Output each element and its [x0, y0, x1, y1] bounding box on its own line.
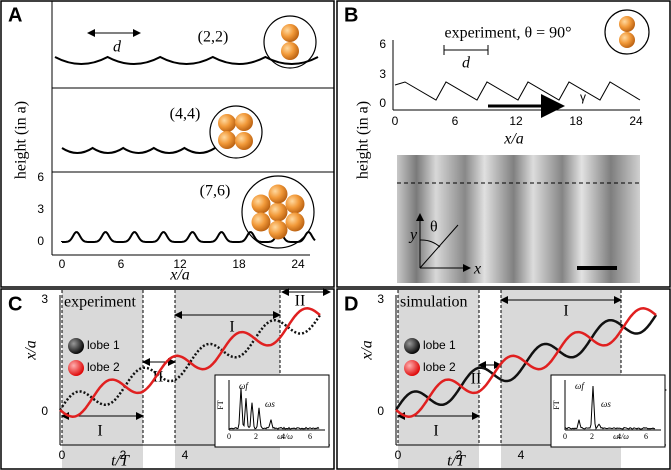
tick-label: 12 — [173, 257, 187, 271]
axis-letter: y — [408, 227, 418, 244]
tick-label: 6 — [118, 257, 125, 271]
tick-label: 0 — [37, 234, 44, 248]
tick-label: 18 — [232, 257, 246, 271]
inset-tick: 6 — [644, 432, 648, 441]
phase-shading — [62, 290, 143, 468]
particle — [619, 16, 635, 32]
panel-label: D — [344, 293, 358, 315]
profile — [55, 57, 318, 64]
tick-label: 0 — [41, 404, 48, 418]
particle — [619, 32, 635, 48]
tick-label: 0 — [395, 448, 402, 462]
tick-label: 24 — [291, 257, 305, 271]
tick-label: 0 — [392, 114, 399, 128]
peak-label: ωf — [575, 381, 585, 391]
x-axis-label: x/a — [503, 131, 524, 148]
inset-tick: 2 — [590, 432, 594, 441]
tick-label: 0 — [59, 257, 66, 271]
rotation-ring — [210, 106, 262, 158]
inset-y-label: FT — [216, 400, 225, 409]
peak-label: ωs — [601, 399, 611, 409]
legend-label: lobe 1 — [87, 338, 120, 352]
inset-tick: 0 — [563, 432, 567, 441]
tick-label: 3 — [379, 67, 386, 81]
particle — [281, 42, 299, 60]
y-axis-label: x/a — [359, 340, 376, 361]
panel-label: B — [344, 4, 358, 26]
region-label: I — [97, 423, 102, 440]
particle — [235, 132, 253, 150]
title: experiment, θ = 90° — [444, 25, 571, 42]
inset-tick: 2 — [254, 432, 258, 441]
axis-letter: x — [473, 261, 481, 278]
tick-label: 0 — [59, 448, 66, 462]
tick-label: 6 — [379, 37, 386, 51]
legend-marker — [68, 338, 84, 354]
profile — [62, 148, 215, 153]
region-label: I — [563, 303, 568, 320]
tick-label: 3 — [37, 202, 44, 216]
panel-label: A — [8, 4, 22, 26]
d-label: d — [113, 39, 122, 56]
particle — [286, 213, 305, 232]
particle — [269, 221, 288, 240]
particle — [281, 24, 299, 42]
particle — [269, 203, 288, 222]
legend-marker — [68, 360, 84, 376]
peak-label: ωf — [239, 381, 249, 391]
y-axis-label: height (in a) — [355, 101, 372, 179]
tick-label: 12 — [509, 114, 523, 128]
figure: A height (in a) x/a 6 3 0 0 6 12 18 24 d… — [0, 0, 671, 470]
legend-label: lobe 1 — [423, 338, 456, 352]
tick-label: 0 — [377, 404, 384, 418]
tick-label: 24 — [629, 114, 643, 128]
inset-x-label: ωt/ω — [277, 432, 293, 441]
period-bar — [444, 45, 488, 55]
region-label: I — [229, 319, 234, 336]
tick-label: 0 — [379, 96, 386, 110]
region-label: II — [295, 293, 306, 310]
d-label: d — [462, 55, 471, 72]
inset-tick: 6 — [308, 432, 312, 441]
tick-label: 6 — [452, 114, 459, 128]
legend-marker — [404, 338, 420, 354]
particle — [252, 195, 271, 214]
region-label: I — [433, 423, 438, 440]
inset-y-label: FT — [552, 400, 561, 409]
tick-label: 2 — [456, 448, 463, 462]
case-label: (4,4) — [170, 106, 201, 123]
case-label: (2,2) — [198, 29, 229, 46]
particle — [269, 185, 288, 204]
scale-bar — [577, 266, 617, 270]
y-axis-label: x/a — [23, 340, 40, 361]
inset-tick: 0 — [227, 432, 231, 441]
tick-label: 2 — [120, 448, 127, 462]
y-axis-label: height (in a) — [13, 101, 30, 179]
particle — [235, 113, 253, 131]
tag: simulation — [400, 294, 468, 311]
axis-letter: θ — [430, 219, 438, 236]
tick-label: 3 — [41, 292, 48, 306]
tick-label: 4 — [518, 448, 525, 462]
particle — [286, 195, 305, 214]
legend-label: lobe 2 — [87, 360, 120, 374]
legend-label: lobe 2 — [423, 360, 456, 374]
tag: experiment — [64, 294, 137, 311]
inset-x-label: ωt/ω — [613, 432, 629, 441]
angle-label: γ — [580, 90, 586, 104]
tick-label: 18 — [569, 114, 583, 128]
panel-label: C — [8, 293, 22, 315]
particle — [252, 213, 271, 232]
particle — [218, 114, 236, 132]
particle — [218, 131, 236, 149]
legend-marker — [404, 360, 420, 376]
tick-label: 6 — [37, 170, 44, 184]
tick-label: 3 — [377, 292, 384, 306]
region-label: II — [471, 371, 482, 388]
case-label: (7,6) — [200, 183, 231, 200]
profile — [395, 82, 640, 100]
panel-frame — [1, 1, 334, 287]
tick-label: 4 — [182, 448, 189, 462]
peak-label: ωs — [265, 399, 275, 409]
